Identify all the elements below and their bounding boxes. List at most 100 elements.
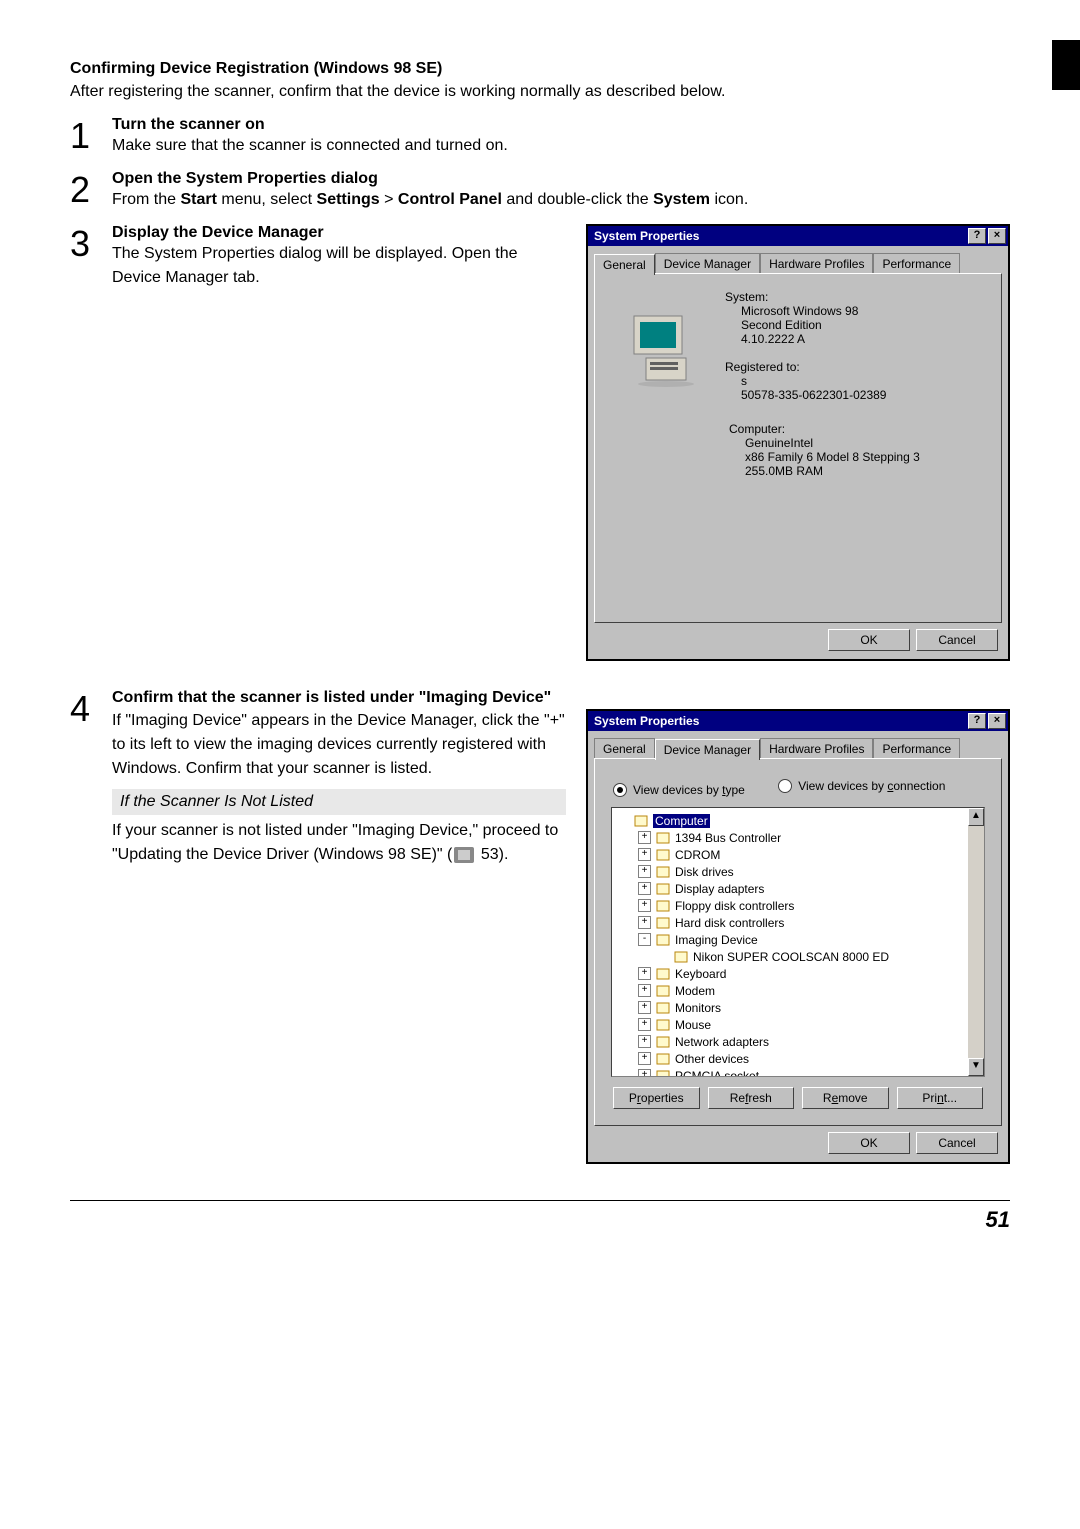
tree-item-label: Mouse (675, 1018, 711, 1032)
step-text: From the Start menu, select Settings > C… (112, 191, 748, 208)
t: icon. (710, 191, 748, 208)
tree-item-label: Floppy disk controllers (675, 899, 794, 913)
radio-view-by-connection[interactable]: View devices by connection (778, 779, 945, 793)
disk-icon (655, 865, 671, 879)
system-properties-device-manager-dialog: System Properties ? × General Device Man… (586, 709, 1010, 1164)
step-title: Turn the scanner on (112, 116, 265, 133)
intro-text: After registering the scanner, confirm t… (70, 80, 1010, 104)
tab-general[interactable]: General (594, 738, 655, 759)
step-2: 2 Open the System Properties dialog From… (70, 170, 1010, 212)
tab-pane-general: System: Microsoft Windows 98 Second Edit… (594, 273, 1002, 623)
scroll-track[interactable] (968, 826, 984, 1058)
tree-item-label: Monitors (675, 1001, 721, 1015)
tab-strip: General Device Manager Hardware Profiles… (594, 252, 1002, 273)
cancel-button[interactable]: Cancel (916, 1132, 998, 1154)
cdrom-icon (655, 848, 671, 862)
step-1: 1 Turn the scanner on Make sure that the… (70, 116, 1010, 158)
section-heading: Confirming Device Registration (Windows … (70, 60, 1010, 78)
radio-view-by-type[interactable]: View devices by type (613, 783, 745, 797)
print-button[interactable]: Print... (897, 1087, 984, 1109)
tree-expand-icon[interactable]: + (638, 848, 651, 861)
tree-expand-icon[interactable]: + (638, 1018, 651, 1031)
close-icon[interactable]: × (988, 713, 1006, 729)
help-icon[interactable]: ? (968, 228, 986, 244)
tree-item[interactable]: +PCMCIA socket (616, 1067, 984, 1077)
tree-item[interactable]: + Other devices (616, 1050, 984, 1067)
scrollbar[interactable]: ▲ ▼ (968, 808, 984, 1076)
tree-item[interactable]: + Keyboard (616, 965, 984, 982)
device-tree[interactable]: Computer+1394 Bus Controller+CDROM+Disk … (611, 807, 985, 1077)
step-number: 1 (70, 116, 112, 154)
tree-item[interactable]: -Imaging Device (616, 931, 984, 948)
refresh-button[interactable]: Refresh (708, 1087, 795, 1109)
tab-device-manager[interactable]: Device Manager (655, 253, 760, 274)
subsection-title: If the Scanner Is Not Listed (112, 789, 566, 815)
tree-item[interactable]: Nikon SUPER COOLSCAN 8000 ED (616, 948, 984, 965)
properties-button[interactable]: Properties (613, 1087, 700, 1109)
1394-icon (655, 831, 671, 845)
display-icon (655, 882, 671, 896)
step-text: Make sure that the scanner is connected … (112, 137, 508, 154)
tree-expand-icon[interactable]: + (638, 967, 651, 980)
computer-label: Computer: (729, 422, 985, 436)
computer-info: Computer: GenuineIntel x86 Family 6 Mode… (611, 422, 985, 478)
t: Control Panel (398, 191, 502, 208)
tree-item[interactable]: +Network adapters (616, 1033, 984, 1050)
tree-expand-icon[interactable]: + (638, 1035, 651, 1048)
page-number: 51 (70, 1200, 1010, 1233)
tree-item[interactable]: + Monitors (616, 999, 984, 1016)
ok-button[interactable]: OK (828, 1132, 910, 1154)
v: s (725, 374, 985, 388)
tab-device-manager[interactable]: Device Manager (655, 739, 760, 760)
t: System (653, 191, 710, 208)
modem-icon (655, 984, 671, 998)
t: menu, select (217, 191, 317, 208)
tree-expand-icon[interactable]: - (638, 933, 651, 946)
tree-expand-icon[interactable]: + (638, 899, 651, 912)
v: 4.10.2222 A (725, 332, 985, 346)
tab-performance[interactable]: Performance (873, 738, 960, 759)
subsection-text: If your scanner is not listed under "Ima… (112, 822, 558, 863)
monitor-icon (655, 1001, 671, 1015)
tree-expand-icon[interactable]: + (638, 916, 651, 929)
tree-expand-icon[interactable]: + (638, 865, 651, 878)
close-icon[interactable]: × (988, 228, 1006, 244)
step-4: 4 Confirm that the scanner is listed und… (70, 689, 1010, 1164)
tree-item[interactable]: +1394 Bus Controller (616, 829, 984, 846)
remove-button[interactable]: Remove (802, 1087, 889, 1109)
ok-button[interactable]: OK (828, 629, 910, 651)
scroll-up-icon[interactable]: ▲ (968, 808, 984, 826)
tree-item-label: Other devices (675, 1052, 749, 1066)
t: and double-click the (502, 191, 653, 208)
tree-item[interactable]: + Mouse (616, 1016, 984, 1033)
tree-expand-icon[interactable]: + (638, 1001, 651, 1014)
tree-expand-icon[interactable]: + (638, 984, 651, 997)
tree-item[interactable]: Computer (616, 812, 984, 829)
cancel-button[interactable]: Cancel (916, 629, 998, 651)
tree-item[interactable]: + Hard disk controllers (616, 914, 984, 931)
tree-item[interactable]: +Display adapters (616, 880, 984, 897)
tab-hardware-profiles[interactable]: Hardware Profiles (760, 738, 873, 759)
scroll-down-icon[interactable]: ▼ (968, 1058, 984, 1076)
tree-item-label: Hard disk controllers (675, 916, 784, 930)
tree-expand-icon[interactable]: + (638, 831, 651, 844)
computer-icon (633, 814, 649, 828)
tree-expand-icon[interactable]: + (638, 1069, 651, 1077)
tree-item[interactable]: + Floppy disk controllers (616, 897, 984, 914)
system-info: System: Microsoft Windows 98 Second Edit… (721, 288, 985, 408)
help-icon[interactable]: ? (968, 713, 986, 729)
tab-general[interactable]: General (594, 254, 655, 275)
tab-performance[interactable]: Performance (873, 253, 960, 274)
step-number: 3 (70, 224, 112, 262)
registered-label: Registered to: (725, 360, 985, 374)
tree-item[interactable]: +Modem (616, 982, 984, 999)
titlebar-text: System Properties (594, 229, 966, 243)
tab-hardware-profiles[interactable]: Hardware Profiles (760, 253, 873, 274)
tree-item-label: Keyboard (675, 967, 726, 981)
tree-expand-icon[interactable]: + (638, 1052, 651, 1065)
tree-item[interactable]: +CDROM (616, 846, 984, 863)
tree-item[interactable]: +Disk drives (616, 863, 984, 880)
scanner-icon (673, 950, 689, 964)
step-number: 2 (70, 170, 112, 208)
tree-expand-icon[interactable]: + (638, 882, 651, 895)
